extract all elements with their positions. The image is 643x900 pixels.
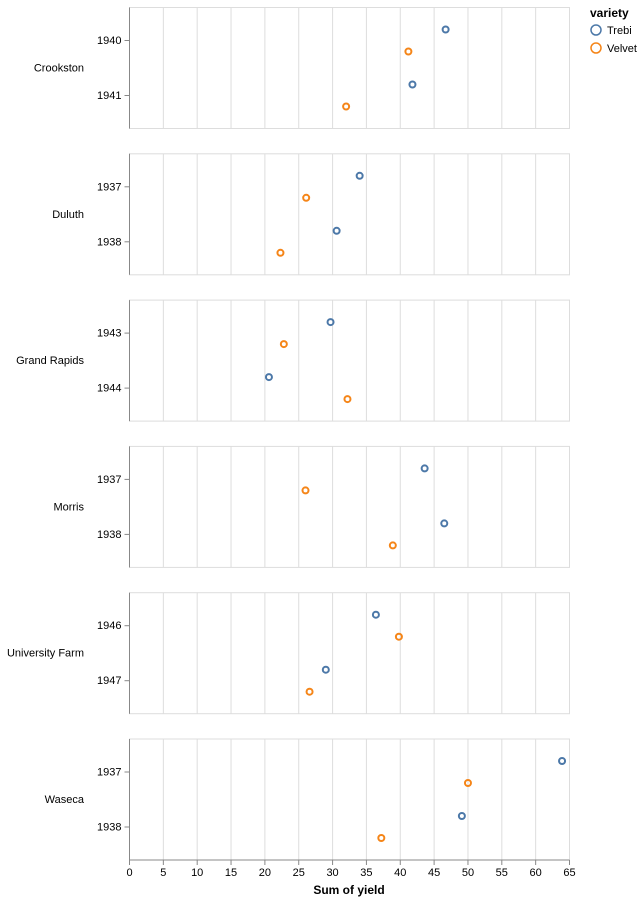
facet-crookston: 1940 1941 Crookston bbox=[34, 7, 570, 129]
point-trebi bbox=[371, 610, 380, 619]
point-velvet bbox=[343, 395, 352, 404]
facet-label: Grand Rapids bbox=[16, 355, 84, 367]
facet-label: University Farm bbox=[7, 648, 84, 660]
x-tick-label: 30 bbox=[326, 867, 338, 879]
point-velvet bbox=[388, 541, 397, 550]
x-tick-label: 50 bbox=[462, 867, 474, 879]
x-tick-label: 0 bbox=[126, 867, 132, 879]
facet-label: Morris bbox=[53, 501, 84, 513]
facet-frame bbox=[129, 153, 570, 276]
x-tick-label: 15 bbox=[225, 867, 237, 879]
x-tick-label: 40 bbox=[394, 867, 406, 879]
y-tick-label: 1937 bbox=[97, 474, 121, 486]
y-tick-label: 1943 bbox=[97, 328, 121, 340]
facet-duluth: 1937 1938 Duluth bbox=[52, 153, 570, 276]
y-tick-label: 1946 bbox=[97, 620, 121, 632]
legend-item-trebi: Trebi bbox=[590, 24, 632, 37]
legend-label: Trebi bbox=[607, 25, 632, 37]
legend-symbol bbox=[590, 24, 602, 36]
point-trebi bbox=[441, 25, 450, 34]
x-tick-label: 55 bbox=[496, 867, 508, 879]
facet-frame bbox=[129, 299, 570, 422]
x-axis-title: Sum of yield bbox=[313, 883, 384, 897]
facet-label: Crookston bbox=[34, 63, 84, 75]
legend-label: Velvet bbox=[607, 43, 637, 55]
facet-label: Waseca bbox=[45, 794, 85, 806]
point-velvet bbox=[301, 486, 310, 495]
x-tick-label: 25 bbox=[293, 867, 305, 879]
y-tick-label: 1938 bbox=[97, 236, 121, 248]
legend-symbol bbox=[590, 42, 602, 54]
facet-morris: 1937 1938 Morris bbox=[53, 445, 570, 568]
y-tick-label: 1944 bbox=[97, 383, 121, 395]
x-tick-label: 60 bbox=[530, 867, 542, 879]
point-trebi bbox=[321, 665, 330, 674]
point-trebi bbox=[558, 757, 567, 765]
y-tick-label: 1947 bbox=[97, 675, 121, 687]
point-velvet bbox=[302, 193, 311, 202]
facet-frame bbox=[129, 592, 570, 715]
facet-frame bbox=[129, 7, 570, 129]
point-velvet bbox=[404, 47, 413, 56]
y-tick-label: 1941 bbox=[97, 90, 121, 102]
point-trebi bbox=[440, 519, 449, 528]
point-trebi bbox=[408, 80, 417, 89]
point-trebi bbox=[264, 373, 273, 382]
legend: variety Trebi Velvet bbox=[590, 6, 637, 55]
x-tick-label: 65 bbox=[563, 867, 575, 879]
point-trebi bbox=[326, 318, 335, 327]
x-tick-label: 5 bbox=[160, 867, 166, 879]
point-velvet bbox=[394, 632, 403, 641]
point-trebi bbox=[355, 171, 364, 180]
y-tick-label: 1938 bbox=[97, 822, 121, 834]
x-tick-label: 10 bbox=[191, 867, 203, 879]
x-axis: 0 5 10 15 20 25 30 35 40 45 50 55 60 65 bbox=[126, 859, 576, 879]
point-velvet bbox=[377, 834, 386, 842]
x-tick-label: 20 bbox=[259, 867, 271, 879]
y-tick-label: 1937 bbox=[97, 767, 121, 779]
point-velvet bbox=[305, 687, 314, 696]
facet-waseca: 1937 1938 Waseca bbox=[45, 738, 570, 861]
facet-frame bbox=[129, 445, 570, 568]
y-tick-label: 1937 bbox=[97, 181, 121, 193]
facet-frame bbox=[129, 738, 570, 861]
point-velvet bbox=[276, 248, 285, 257]
facet-university-farm: 1946 1947 University Farm bbox=[7, 592, 570, 715]
point-velvet bbox=[279, 340, 288, 349]
point-velvet bbox=[342, 102, 351, 111]
y-tick-label: 1938 bbox=[97, 529, 121, 541]
point-velvet bbox=[463, 779, 472, 787]
legend-item-velvet: Velvet bbox=[590, 42, 637, 55]
legend-title: variety bbox=[590, 6, 629, 20]
x-tick-label: 45 bbox=[428, 867, 440, 879]
facet-label: Duluth bbox=[52, 209, 84, 221]
y-tick-label: 1940 bbox=[97, 35, 121, 47]
point-trebi bbox=[420, 464, 429, 473]
facet-grand-rapids: 1943 1944 Grand Rapids bbox=[16, 299, 570, 422]
point-trebi bbox=[332, 226, 341, 235]
point-trebi bbox=[457, 812, 466, 820]
facet-panels: 1940 1941 Crookston 1937 1938 Duluth 1943 1944 G… bbox=[7, 7, 570, 861]
x-tick-label: 35 bbox=[360, 867, 372, 879]
